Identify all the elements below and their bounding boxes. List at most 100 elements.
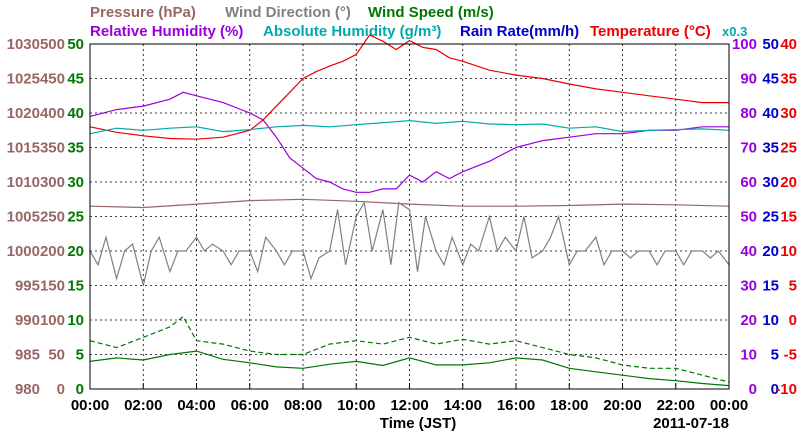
legend-relative-humidity: Relative Humidity (%): [90, 23, 243, 40]
wind-direction-tick-label: 500: [40, 36, 65, 53]
wind-direction-tick-label: 50: [48, 347, 65, 364]
wind-speed-tick-label: 0: [76, 381, 84, 398]
x-tick-label: 14:00: [444, 397, 482, 414]
wind-speed-tick-label: 15: [67, 278, 84, 295]
series-line-pressure-hpa: [89, 198, 730, 209]
x-axis: 00:00 02:00 04:00 06:00 08:00 10:00 12:00 14:00…: [71, 383, 748, 414]
legend-absolute-humidity: Absolute Humidity (g/m³): [263, 23, 441, 40]
series-line-temperature-c: [89, 34, 729, 140]
wind-direction-tick-label: 200: [40, 243, 65, 260]
rain-rate-tick-label: 35: [762, 140, 779, 157]
legend-wind-direction: Wind Direction (°): [225, 4, 351, 21]
x-tick-label: 02:00: [124, 397, 162, 414]
grid: [90, 44, 729, 389]
series: [89, 34, 730, 387]
date-label: 2011-07-18: [653, 415, 729, 432]
relative-humidity-tick-label: 70: [740, 140, 757, 157]
series-line-relative-humidity: [89, 91, 729, 193]
legend-pressure: Pressure (hPa): [90, 4, 196, 21]
temperature-tick-label: -5: [784, 347, 797, 364]
relative-humidity-tick-label: 60: [740, 174, 757, 191]
temperature-tick-label: -10: [775, 381, 797, 398]
x-axis-label: Time (JST): [380, 415, 456, 432]
wind-direction-tick-label: 250: [40, 209, 65, 226]
wind-speed-tick-label: 45: [67, 71, 84, 88]
pressure-tick-label: 1015: [7, 140, 40, 157]
wind-speed-tick-label: 30: [67, 174, 84, 191]
temperature-tick-label: 25: [780, 140, 797, 157]
wind-speed-tick-label: 5: [76, 347, 84, 364]
temperature-tick-label: 40: [780, 36, 797, 53]
wind-speed-tick-label: 25: [67, 209, 84, 226]
relative-humidity-tick-label: 50: [740, 209, 757, 226]
rain-rate-tick-label: 5: [771, 347, 779, 364]
pressure-tick-label: 995: [15, 278, 40, 295]
x-tick-label: 20:00: [603, 397, 641, 414]
wind-direction-tick-label: 400: [40, 105, 65, 122]
x-tick-label: 06:00: [231, 397, 269, 414]
series-line-absolute-humidity-g-m: [89, 119, 730, 135]
temperature-tick-label: 15: [780, 209, 797, 226]
wind-speed-tick-label: 10: [67, 312, 84, 329]
rain-rate-tick-label: 0: [771, 381, 779, 398]
temperature-tick-label: 35: [780, 71, 797, 88]
temperature-tick-label: 5: [789, 278, 797, 295]
legend: Pressure (hPa) Wind Direction (°) Wind S…: [90, 4, 747, 40]
pressure-tick-label: 1025: [7, 71, 40, 88]
y-axes: 1030102510201015101010051000995990985980…: [7, 36, 797, 398]
legend-wind-speed: Wind Speed (m/s): [368, 4, 494, 21]
relative-humidity-tick-label: 100: [732, 36, 757, 53]
pressure-tick-label: 980: [15, 381, 40, 398]
wind-speed-tick-label: 40: [67, 105, 84, 122]
pressure-tick-label: 1020: [7, 105, 40, 122]
wind-direction-tick-label: 100: [40, 312, 65, 329]
relative-humidity-tick-label: 90: [740, 71, 757, 88]
pressure-tick-label: 985: [15, 347, 40, 364]
x-tick-label: 16:00: [497, 397, 535, 414]
series-line-wind-direction: [89, 200, 730, 286]
rain-rate-tick-label: 25: [762, 209, 779, 226]
rain-rate-tick-label: 20: [762, 243, 779, 260]
temperature-tick-label: 0: [789, 312, 797, 329]
wind-speed-tick-label: 35: [67, 140, 84, 157]
wind-speed-tick-label: 50: [67, 36, 84, 53]
wind-direction-tick-label: 300: [40, 174, 65, 191]
relative-humidity-tick-label: 20: [740, 312, 757, 329]
multiplier-note: x0.3: [722, 24, 747, 39]
relative-humidity-tick-label: 80: [740, 105, 757, 122]
rain-rate-tick-label: 10: [762, 312, 779, 329]
x-tick-label: 04:00: [177, 397, 215, 414]
pressure-tick-label: 990: [15, 312, 40, 329]
x-tick-label: 00:00: [71, 397, 109, 414]
pressure-tick-label: 1000: [7, 243, 40, 260]
temperature-tick-label: 30: [780, 105, 797, 122]
temperature-tick-label: 20: [780, 174, 797, 191]
x-tick-label: 18:00: [550, 397, 588, 414]
x-tick-label: 08:00: [284, 397, 322, 414]
relative-humidity-tick-label: 40: [740, 243, 757, 260]
pressure-tick-label: 1005: [7, 209, 40, 226]
rain-rate-tick-label: 50: [762, 36, 779, 53]
wind-direction-tick-label: 350: [40, 140, 65, 157]
wind-speed-tick-label: 20: [67, 243, 84, 260]
series-line-wind-speed-gust-m-s: [89, 315, 730, 383]
relative-humidity-tick-label: 10: [740, 347, 757, 364]
x-tick-label: 10:00: [337, 397, 375, 414]
wind-direction-tick-label: 0: [57, 381, 65, 398]
pressure-tick-label: 1030: [7, 36, 40, 53]
relative-humidity-tick-label: 30: [740, 278, 757, 295]
rain-rate-tick-label: 45: [762, 71, 779, 88]
legend-rain-rate: Rain Rate(mm/h): [460, 23, 579, 40]
x-tick-label: 22:00: [657, 397, 695, 414]
relative-humidity-tick-label: 0: [749, 381, 757, 398]
x-tick-label: 12:00: [390, 397, 428, 414]
temperature-tick-label: 10: [780, 243, 797, 260]
rain-rate-tick-label: 30: [762, 174, 779, 191]
wind-direction-tick-label: 450: [40, 71, 65, 88]
pressure-tick-label: 1010: [7, 174, 40, 191]
series-line-wind-speed-m-s: [89, 350, 730, 387]
wind-direction-tick-label: 150: [40, 278, 65, 295]
x-tick-label: 00:00: [710, 397, 748, 414]
